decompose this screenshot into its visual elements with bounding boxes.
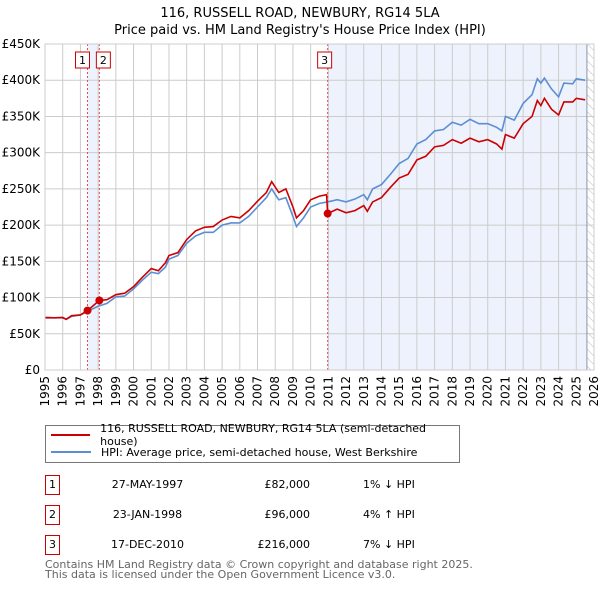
sale-point [83,306,92,315]
x-tick-label: 2003 [180,376,194,407]
x-tick-label: 2016 [410,376,424,407]
sale-label: 1 [79,54,86,67]
x-tick-label: 2008 [268,376,282,407]
chart-subtitle: Price paid vs. HM Land Registry's House … [114,23,486,38]
y-tick-label: £200K [2,218,42,232]
series-line [44,76,586,321]
sale-hpi-diff: 4% ↑ HPI [363,508,415,521]
sale-label-box [75,51,91,69]
chart-title: 116, RUSSELL ROAD, NEWBURY, RG14 5LA [160,6,440,21]
x-tick-label: 2010 [304,376,318,407]
x-tick-label: 2022 [516,376,530,407]
x-tick-label: 2001 [144,376,158,407]
sale-number: 1 [45,475,60,495]
x-tick-label: 2000 [127,376,141,407]
sale-price: £216,000 [257,538,311,551]
x-tick-label: 2009 [286,376,300,407]
legend-label: HPI: Average price, semi-detached house,… [101,445,418,459]
legend-item-hpi: HPI: Average price, semi-detached house,… [51,444,417,460]
x-tick-label: 2005 [215,376,229,407]
sale-hpi-diff: 1% ↓ HPI [363,478,415,491]
y-tick-label: £50K [9,327,41,341]
x-tick-label: 2018 [445,376,459,407]
shaded-range [87,44,100,370]
x-tick-label: 1998 [91,376,105,407]
sale-label: 2 [100,54,107,67]
legend-item-property: 116, RUSSELL ROAD, NEWBURY, RG14 5LA (se… [51,422,459,448]
sale-hpi-diff: 7% ↓ HPI [363,538,415,551]
y-tick-label: £150K [2,254,42,268]
shaded-range [327,44,587,370]
x-tick-label: 2012 [339,376,353,407]
sale-label-box [317,51,333,69]
x-tick-label: 2017 [428,376,442,407]
legend: 116, RUSSELL ROAD, NEWBURY, RG14 5LA (se… [45,422,460,463]
legend-swatch-red [51,434,91,436]
sale-date: 17-DEC-2010 [110,538,185,551]
x-tick-label: 1995 [38,376,52,407]
x-tick-label: 2020 [481,376,495,407]
y-tick-label: £100K [2,291,42,305]
x-tick-label: 2011 [321,376,335,407]
footer-line: Contains HM Land Registry data © Crown c… [45,558,473,571]
x-tick-label: 2024 [552,376,566,407]
x-tick-label: 2015 [392,376,406,407]
series-line [45,96,586,321]
x-tick-label: 2023 [534,376,548,407]
sale-price: £82,000 [264,478,311,491]
x-tick-label: 2026 [587,376,600,407]
y-tick-label: £350K [2,109,42,123]
x-tick-label: 2013 [357,376,371,407]
legend-label: 116, RUSSELL ROAD, NEWBURY, RG14 5LA (se… [100,422,427,448]
sale-label-box [95,51,111,69]
sale-date: 27-MAY-1997 [111,478,184,491]
y-tick-label: £400K [2,73,42,87]
x-tick-label: 1996 [56,376,70,407]
y-tick-label: £300K [2,146,42,160]
x-tick-label: 2014 [374,376,388,407]
price-chart: 1995 1996 1997 1998 1999 2000 2001 2002 2003 2004… [2,37,600,407]
sale-point [95,296,104,305]
sale-label: 3 [321,54,328,67]
x-tick-label: 1999 [109,376,123,407]
plot-border [44,43,595,371]
x-tick-label: 2004 [197,376,211,407]
y-tick-label: £250K [2,182,42,196]
x-tick-label: 2019 [463,376,477,407]
y-tick-label: £450K [2,37,42,51]
sale-number: 2 [45,505,60,525]
sale-number: 3 [45,535,60,555]
footer: Contains HM Land Registry data © Crown c… [45,558,473,581]
x-tick-label: 1997 [73,376,87,407]
x-tick-label: 2025 [569,376,583,407]
y-tick-label: £0 [25,363,40,377]
x-tick-label: 2006 [233,376,247,407]
sale-point [323,209,332,218]
legend-swatch-blue [51,451,91,453]
forecast-hatch [586,44,594,370]
x-tick-label: 2002 [162,376,176,407]
sale-date: 23-JAN-1998 [112,508,183,521]
sale-price: £96,000 [264,508,311,521]
x-tick-label: 2021 [498,376,512,407]
x-tick-label: 2007 [251,376,265,407]
footer-line: This data is licensed under the Open Gov… [45,568,396,581]
